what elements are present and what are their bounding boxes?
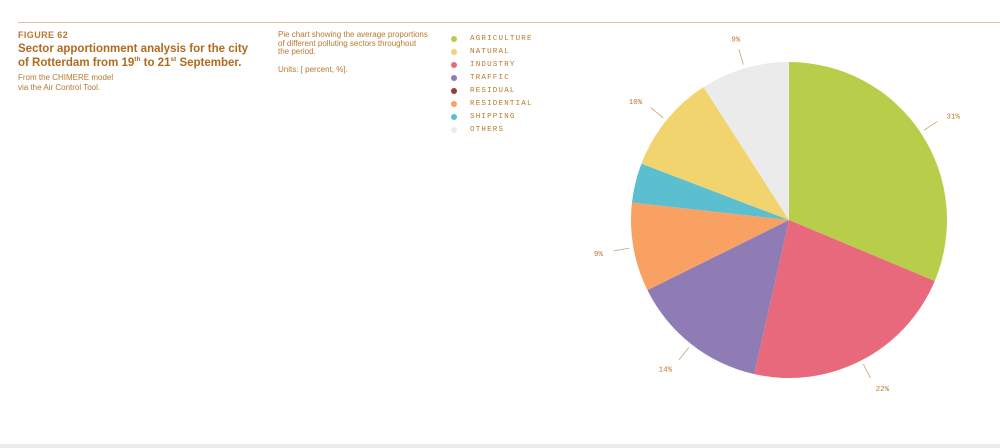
figure-title-part: Sector apportionment analysis for the ci… [18,43,249,69]
legend-label: SHIPPING [470,112,516,121]
legend-item: AGRICULTURE [451,32,533,45]
figure-title-sup: st [170,56,177,64]
figure-header: FIGURE 62 Sector apportionment analysis … [18,30,258,92]
legend-swatch [451,35,457,42]
legend-item: RESIDENTIAL [451,97,533,110]
chart-description: Pie chart showing the average proportion… [278,30,428,74]
leader-line [923,121,938,131]
legend-swatch [451,61,457,68]
legend-swatch [451,113,457,120]
figure-title-part: September. [176,57,242,69]
top-rule [18,22,1000,23]
legend-swatch [451,74,457,81]
legend-swatch [451,126,457,133]
slice-label: 22% [876,386,890,394]
leader-line [862,363,871,379]
chart-legend: AGRICULTURE NATURAL INDUSTRY TRAFFIC RESIDUA… [451,32,533,136]
pie-slice-others [703,62,789,220]
figure-source-line: From the CHIMERE model [18,73,114,82]
legend-item: RESIDUAL [451,84,533,97]
figure-title-sup: th [134,56,141,64]
units-text: Units: [ percent, %]. [278,64,348,74]
legend-item: INDUSTRY [451,58,533,71]
pie-slice-shipping [631,163,789,220]
leader-line [613,247,630,252]
legend-swatch [451,100,457,107]
pie-slice-natural [641,87,789,220]
pie-chart: 31% 22% 14% 9% 10% 9% [594,37,961,394]
figure-title-part: to 21 [140,57,171,69]
figure-source: From the CHIMERE model via the Air Contr… [18,73,258,92]
legend-label: AGRICULTURE [470,34,533,43]
legend-item: SHIPPING [451,110,533,123]
legend-label: RESIDENTIAL [470,99,533,108]
legend-swatch [451,87,457,94]
figure-title: Sector apportionment analysis for the ci… [18,42,258,70]
pie-slice-agriculture [789,62,947,282]
legend-label: RESIDUAL [470,86,516,95]
legend-label: TRAFFIC [470,73,510,82]
slice-label: 14% [659,367,673,375]
pie-slice-industry [754,220,935,379]
legend-item: NATURAL [451,45,533,58]
description-text: Pie chart showing the average proportion… [278,30,428,57]
slice-label: 31% [946,113,960,121]
legend-item: OTHERS [451,123,533,136]
slice-label: 9% [594,251,604,259]
figure-source-line: via the Air Control Tool. [18,82,101,92]
legend-swatch [451,48,457,55]
pie-slice-traffic [647,220,789,375]
bottom-rule [0,444,1000,448]
legend-item: TRAFFIC [451,71,533,84]
leader-line [738,49,744,65]
figure-label: FIGURE 62 [18,30,69,40]
slice-label: 10% [629,99,643,107]
pie-slice-residential [630,202,789,291]
legend-label: OTHERS [470,125,505,134]
slice-label: 9% [731,37,741,45]
leader-line [650,107,664,119]
legend-label: NATURAL [470,47,510,56]
legend-label: INDUSTRY [470,60,516,69]
leader-line [678,347,690,361]
